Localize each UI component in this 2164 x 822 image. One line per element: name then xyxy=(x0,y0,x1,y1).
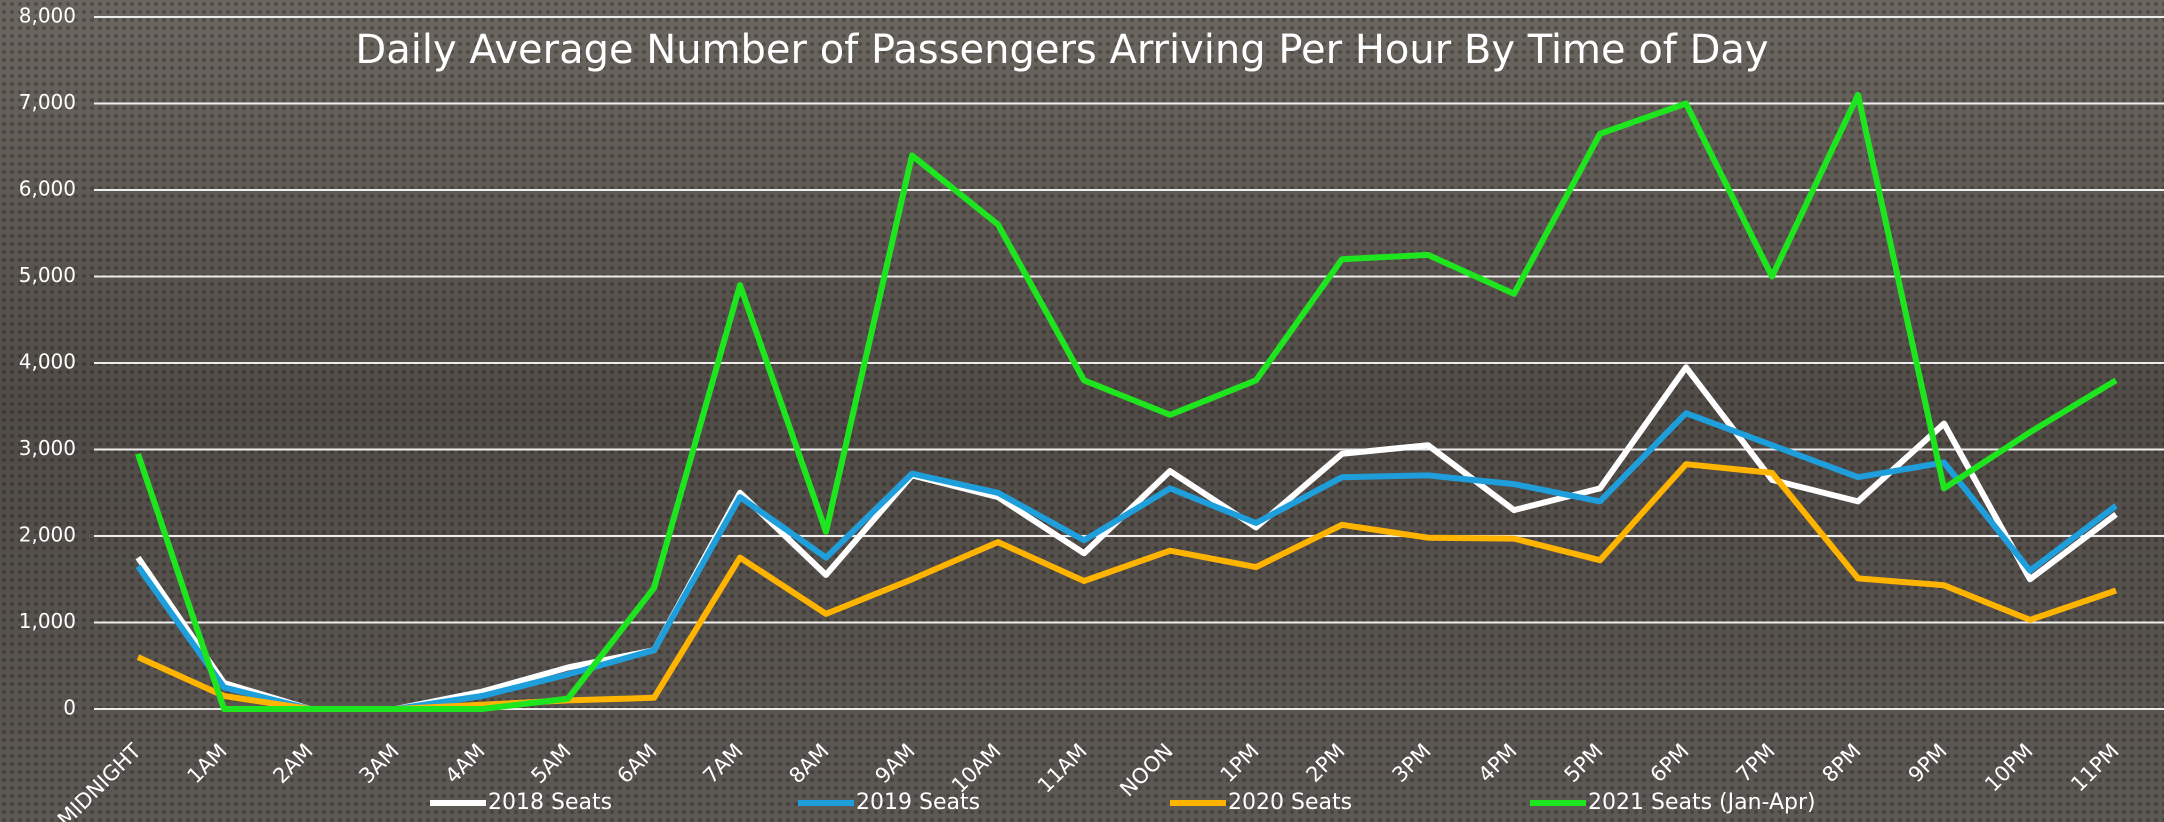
y-tick-label: 8,000 xyxy=(19,4,76,28)
legend-label: 2019 Seats xyxy=(856,790,980,815)
y-tick-label: 5,000 xyxy=(19,263,76,287)
legend-label: 2021 Seats (Jan-Apr) xyxy=(1588,790,1816,815)
legend-label: 2018 Seats xyxy=(488,790,612,815)
y-tick-label: 7,000 xyxy=(19,90,76,114)
y-tick-label: 3,000 xyxy=(19,436,76,460)
y-tick-label: 6,000 xyxy=(19,177,76,201)
chart-title: Daily Average Number of Passengers Arriv… xyxy=(355,27,1768,73)
y-tick-label: 1,000 xyxy=(19,609,76,633)
series-line xyxy=(136,461,2117,712)
legend-label: 2020 Seats xyxy=(1228,790,1352,815)
series-line xyxy=(135,91,2118,712)
y-tick-label: 4,000 xyxy=(19,350,76,374)
y-tick-label: 2,000 xyxy=(19,523,76,547)
series-line xyxy=(135,410,2118,712)
y-tick-label: 0 xyxy=(63,696,76,720)
